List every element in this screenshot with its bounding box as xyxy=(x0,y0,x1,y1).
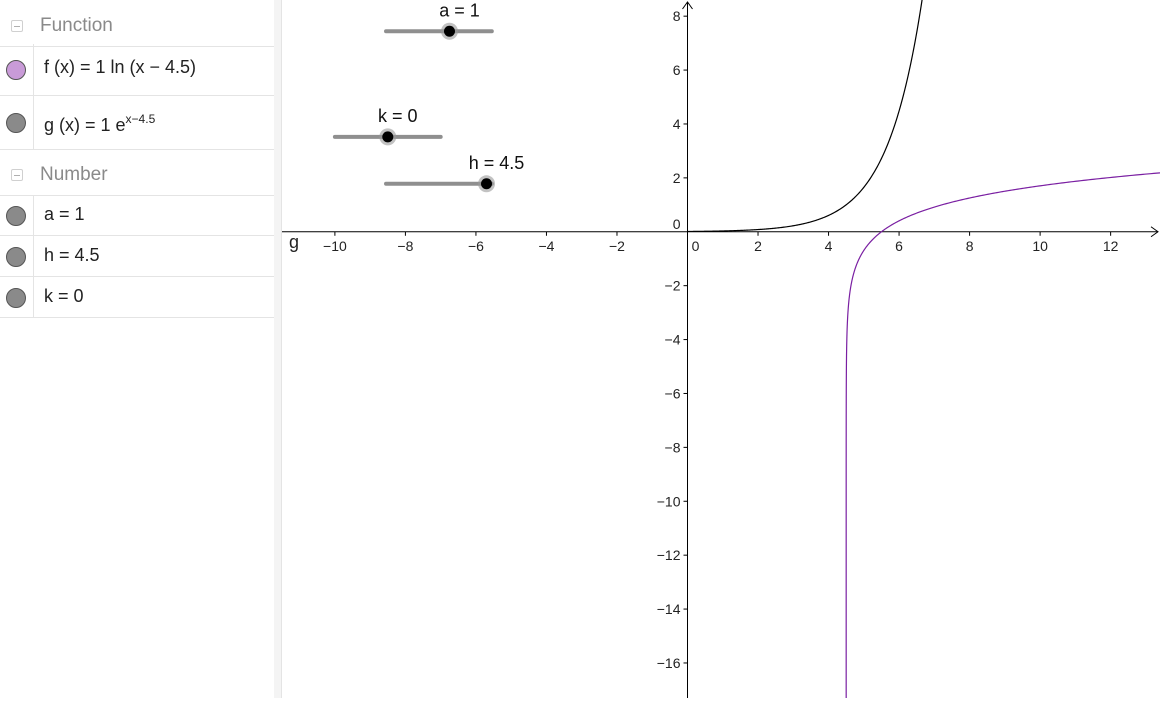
slider-label: a = 1 xyxy=(439,0,480,20)
tick-labels: −10 −8 −6 −4 −2 0 2 4 6 8 10 12 8 6 4 2 0 −2 −4 −6 −8 −10 −12 −… xyxy=(323,8,1119,671)
definition-h[interactable]: h = 4.5 xyxy=(44,245,100,265)
slider-knob[interactable] xyxy=(443,25,455,37)
x-tick-label: −8 xyxy=(397,238,413,254)
y-tick-label: −10 xyxy=(657,493,681,509)
x-tick-label: 8 xyxy=(966,238,974,254)
y-tick-label: 4 xyxy=(673,116,681,132)
view-splitter[interactable] xyxy=(274,0,282,698)
y-tick-label: −14 xyxy=(657,601,681,617)
y-tick-label: 0 xyxy=(673,216,681,232)
collapse-icon[interactable] xyxy=(11,20,23,32)
x-tick-label: −4 xyxy=(538,238,554,254)
slider-label: h = 4.5 xyxy=(469,153,525,173)
y-tick-label: −6 xyxy=(665,385,681,401)
algebra-row-k[interactable]: k = 0 xyxy=(0,277,274,318)
axes xyxy=(282,1,1159,698)
category-function-header[interactable]: Function xyxy=(0,3,274,47)
y-tick-label: −8 xyxy=(665,439,681,455)
slider-k[interactable]: k = 0 xyxy=(332,106,443,146)
definition-text: f (x) = 1 ln (x − 4.5) xyxy=(44,57,197,77)
x-tick-label: 12 xyxy=(1103,238,1119,254)
x-tick-label: 0 xyxy=(692,238,700,254)
y-tick-label: 8 xyxy=(673,8,681,24)
collapse-icon[interactable] xyxy=(11,169,23,181)
definition-f[interactable]: f (x) = 1 ln (x − 4.5) xyxy=(44,57,196,78)
y-tick-label: −2 xyxy=(665,278,681,294)
marble-cell xyxy=(0,236,34,276)
visibility-toggle-g[interactable] xyxy=(6,113,26,133)
definition-g[interactable]: g (x) = 1 ex−4.5 xyxy=(44,112,155,136)
x-tick-label: −2 xyxy=(609,238,625,254)
slider-h[interactable]: h = 4.5 xyxy=(384,153,525,193)
tick-marks xyxy=(334,15,1112,664)
slider-knob[interactable] xyxy=(481,178,493,190)
graphics-view[interactable]: −10 −8 −6 −4 −2 0 2 4 6 8 10 12 8 6 4 2 0 −2 −4 −6 −8 −10 −12 −… xyxy=(282,0,1160,702)
algebra-row-g[interactable]: g (x) = 1 ex−4.5 xyxy=(0,96,274,150)
graph-g[interactable] xyxy=(687,0,942,233)
definition-k[interactable]: k = 0 xyxy=(44,286,84,306)
category-label: Number xyxy=(40,164,108,185)
slider-knob[interactable] xyxy=(382,131,394,143)
marble-cell xyxy=(0,277,34,317)
category-number-header[interactable]: Number xyxy=(0,152,274,196)
marble-cell xyxy=(0,96,34,149)
marble-cell xyxy=(0,195,34,235)
x-tick-label: 2 xyxy=(754,238,762,254)
y-tick-label: −16 xyxy=(657,655,681,671)
algebra-row-a[interactable]: a = 1 xyxy=(0,195,274,236)
definition-a[interactable]: a = 1 xyxy=(44,204,85,224)
y-tick-label: 6 xyxy=(673,62,681,78)
x-axis-arrow-icon xyxy=(1150,226,1159,238)
category-label: Function xyxy=(40,15,113,36)
algebra-row-f[interactable]: f (x) = 1 ln (x − 4.5) xyxy=(0,44,274,96)
definition-text: g (x) = 1 e xyxy=(44,115,126,135)
visibility-toggle-k[interactable] xyxy=(6,288,26,308)
algebra-row-h[interactable]: h = 4.5 xyxy=(0,236,274,277)
y-tick-label: 2 xyxy=(673,170,681,186)
x-tick-label: −10 xyxy=(323,238,347,254)
algebra-view: Function f (x) = 1 ln (x − 4.5) g (x) = … xyxy=(0,0,275,698)
slider-label: k = 0 xyxy=(378,106,418,126)
visibility-toggle-f[interactable] xyxy=(6,60,26,80)
visibility-toggle-a[interactable] xyxy=(6,206,26,226)
y-tick-label: −4 xyxy=(665,332,681,348)
y-tick-label: −12 xyxy=(657,547,681,563)
y-axis-arrow-icon xyxy=(682,1,693,10)
x-tick-label: 6 xyxy=(895,238,903,254)
x-tick-label: 4 xyxy=(825,238,833,254)
exponent-text: x−4.5 xyxy=(125,112,156,126)
graph-label-g[interactable]: g xyxy=(289,232,299,252)
sliders: a = 1 k = 0 h = 4.5 xyxy=(332,0,525,193)
marble-cell xyxy=(0,44,34,95)
x-tick-label: −6 xyxy=(468,238,484,254)
x-tick-label: 10 xyxy=(1032,238,1048,254)
slider-a[interactable]: a = 1 xyxy=(384,0,494,40)
coordinate-plane[interactable]: −10 −8 −6 −4 −2 0 2 4 6 8 10 12 8 6 4 2 0 −2 −4 −6 −8 −10 −12 −… xyxy=(282,0,1160,702)
visibility-toggle-h[interactable] xyxy=(6,247,26,267)
graph-f[interactable] xyxy=(845,172,1160,702)
